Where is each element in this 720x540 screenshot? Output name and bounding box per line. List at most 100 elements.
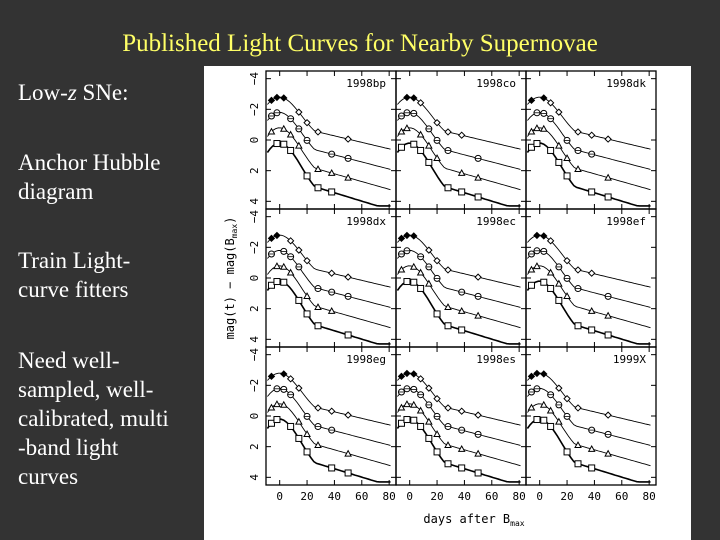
data-point [433, 394, 441, 403]
data-point [540, 278, 548, 286]
data-point [533, 416, 541, 424]
data-point [444, 266, 452, 274]
data-point [314, 404, 322, 412]
panel-frame [525, 346, 657, 486]
data-point [267, 127, 276, 135]
panel-frame [265, 208, 397, 348]
data-point [587, 307, 596, 314]
data-point [295, 434, 303, 442]
model-curve-triangle [267, 403, 391, 467]
bullet-low-z: Low-z SNe: [18, 80, 129, 105]
model-curve-triangle [397, 403, 521, 467]
panel-label: 1998co [476, 77, 516, 90]
data-point [295, 246, 303, 254]
data-point [527, 403, 536, 411]
y-tick-label: −4 [248, 72, 261, 86]
data-point [587, 445, 596, 452]
data-point [574, 460, 582, 468]
data-point [555, 296, 563, 304]
data-point [344, 411, 352, 419]
model-curve-circle [527, 112, 651, 170]
data-point [555, 384, 563, 392]
data-point [533, 369, 541, 378]
data-point [403, 416, 411, 424]
data-point [555, 158, 563, 166]
data-point [314, 322, 322, 330]
data-point [314, 165, 322, 173]
data-point [554, 141, 563, 149]
y-tick-label: −4 [248, 210, 261, 224]
data-point [444, 460, 452, 468]
data-point [458, 326, 466, 334]
data-point [410, 94, 418, 102]
data-point [527, 143, 535, 151]
data-point [433, 430, 441, 438]
panel-1998dk: 1998dk [525, 70, 657, 210]
data-point [417, 146, 425, 154]
x-tick-label: 20 [300, 490, 313, 503]
data-point [563, 154, 571, 162]
data-point [604, 449, 612, 457]
data-point [604, 331, 612, 339]
data-point [540, 370, 548, 378]
data-point [303, 118, 311, 127]
data-point [303, 430, 311, 438]
data-point [397, 127, 406, 135]
x-tick-label: 80 [513, 490, 526, 503]
data-point [267, 372, 276, 381]
data-point [433, 310, 441, 318]
x-axis-label: days after Bmax [423, 512, 524, 528]
data-point [294, 417, 303, 425]
data-point [474, 173, 482, 181]
panel-frame [525, 208, 657, 348]
model-curve-triangle [527, 127, 651, 191]
x-tick-label: 60 [615, 490, 628, 503]
data-point [588, 326, 596, 334]
data-point [563, 292, 571, 300]
panel-1998eg: 1998eg [265, 346, 397, 486]
data-point [397, 403, 406, 411]
data-point [474, 311, 482, 319]
data-point [273, 416, 281, 424]
data-point [327, 307, 336, 314]
data-point [314, 184, 322, 192]
data-point [294, 141, 303, 149]
data-point [533, 231, 541, 240]
data-point [555, 108, 563, 116]
panel-frame [395, 346, 527, 486]
x-tick-label: 60 [355, 490, 368, 503]
data-point [397, 372, 406, 381]
data-point [458, 464, 466, 472]
data-point [267, 419, 275, 427]
data-point [409, 262, 418, 270]
panel-1998ef: 1998ef [525, 208, 657, 348]
y-tick-label: 2 [248, 443, 261, 450]
bullet-anchor-hubble: Anchor Hubble diagram [18, 150, 161, 204]
data-point [474, 449, 482, 457]
data-point [344, 135, 352, 143]
y-tick-label: 4 [248, 198, 261, 205]
data-point [546, 406, 555, 414]
x-tick-label: 20 [430, 490, 443, 503]
data-point [403, 124, 411, 132]
data-point [588, 188, 596, 196]
data-point [303, 448, 311, 456]
x-tick-label: 60 [485, 490, 498, 503]
data-point [533, 140, 541, 148]
data-point [314, 441, 322, 449]
data-point [280, 370, 288, 378]
data-point [314, 128, 322, 136]
model-curve-circle [527, 250, 651, 308]
panel-label: 1999X [613, 353, 646, 366]
x-tick-label: 0 [276, 490, 283, 503]
bullet-train-fitters: Train Light- curve fitters [18, 248, 131, 302]
panel-label: 1998bp [346, 77, 386, 90]
data-point [444, 322, 452, 330]
panel-frame [265, 346, 397, 486]
model-curve-triangle [397, 127, 521, 191]
data-point [574, 441, 582, 449]
data-point [546, 268, 555, 276]
data-point [563, 394, 571, 403]
data-point [280, 94, 288, 102]
data-point [273, 93, 281, 102]
